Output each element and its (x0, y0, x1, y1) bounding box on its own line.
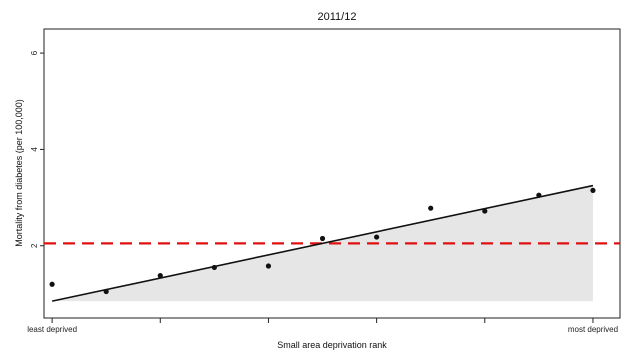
data-points (49, 187, 596, 295)
data-point-10 (536, 192, 542, 198)
data-point-3 (157, 273, 163, 279)
data-point-2 (103, 288, 109, 295)
x-tick-label-most-deprived: most deprived (568, 325, 618, 334)
y-axis-title: Mortality from diabetes (per 100,000) (14, 99, 24, 247)
x-axis-title: Small area deprivation rank (277, 340, 387, 350)
trend-line-layer (51, 184, 594, 302)
chart-title: 2011/12 (318, 11, 357, 23)
y-tick-label-2: 2 (30, 243, 39, 248)
data-point-8 (428, 205, 434, 211)
data-point-7 (374, 234, 380, 240)
data-point-6 (319, 235, 326, 242)
data-point-5 (265, 263, 272, 269)
trend-line (51, 184, 594, 302)
data-point-4 (211, 264, 217, 271)
y-axis: 2 4 6 (30, 50, 44, 248)
y-tick-label-4: 4 (30, 147, 39, 152)
data-point-9 (482, 208, 488, 214)
x-tick-label-least-deprived: least deprived (27, 325, 77, 334)
y-tick-label-6: 6 (30, 50, 39, 55)
data-point-1 (49, 281, 55, 287)
x-axis: least deprived most deprived (27, 318, 618, 334)
data-point-11 (590, 187, 596, 193)
